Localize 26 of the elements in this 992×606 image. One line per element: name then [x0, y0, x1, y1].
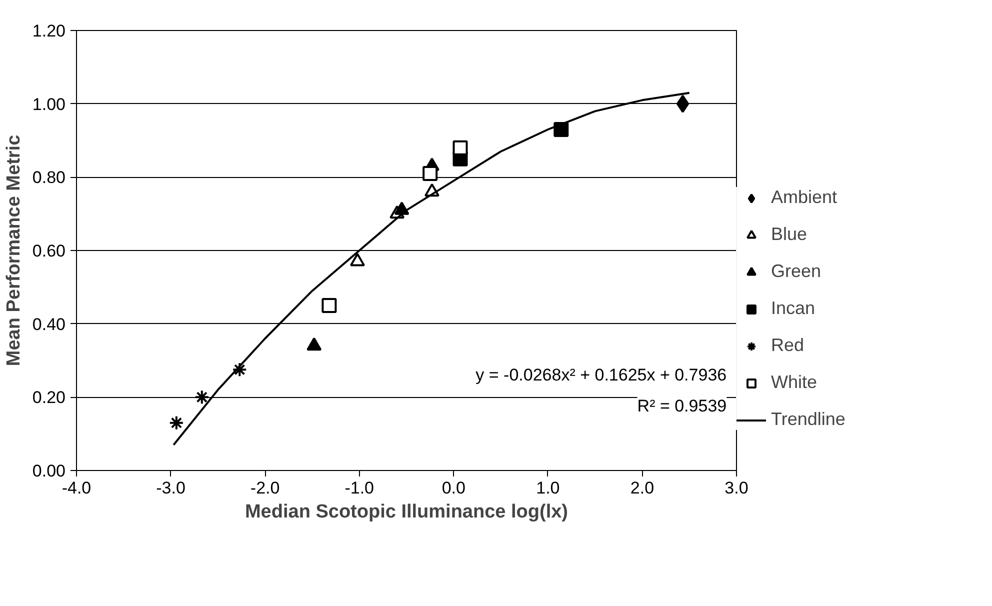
legend-label: White [771, 372, 818, 393]
x-axis-title: Median Scotopic Illuminance log(lx) [244, 502, 568, 522]
x-tick-label: 3.0 [724, 478, 748, 498]
y-tick-label: 0.40 [32, 314, 66, 334]
legend-label: Incan [771, 298, 816, 319]
legend-label: Red [771, 335, 804, 356]
x-tick-label: -4.0 [62, 478, 92, 498]
legend-label: Green [771, 261, 822, 282]
y-tick-label: 0.20 [32, 388, 66, 408]
y-tick-label: 0.00 [32, 462, 66, 480]
legend-label: Blue [771, 224, 808, 245]
x-tick-label: -2.0 [250, 478, 280, 498]
y-tick-label: 0.80 [32, 168, 66, 188]
y-tick-label: 0.60 [32, 242, 66, 260]
x-tick-label: 2.0 [630, 478, 654, 498]
annotation: R² = 0.9539 [637, 396, 727, 416]
y-tick-label: 1.20 [32, 22, 66, 40]
annotation: y = -0.0268x² + 0.1625x + 0.7936 [476, 366, 727, 385]
x-tick-label: -1.0 [344, 478, 374, 498]
x-tick-label: -3.0 [156, 478, 186, 498]
x-tick-label: 0.0 [442, 478, 466, 498]
legend-label: Ambient [771, 187, 838, 208]
legend-label: Trendline [771, 409, 846, 430]
x-tick-label: 1.0 [536, 478, 560, 498]
y-tick-label: 1.00 [32, 94, 66, 114]
y-axis-title: Mean Performance Metric [3, 134, 24, 366]
